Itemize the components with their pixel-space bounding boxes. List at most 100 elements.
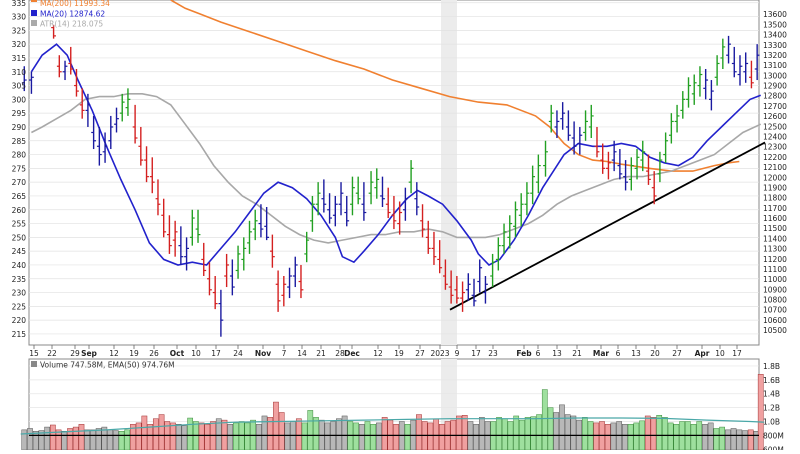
- volume-bar: [278, 412, 285, 451]
- ohlc-bar: [600, 143, 606, 174]
- ohlc-bar: [651, 171, 657, 205]
- ohlc-bar: [471, 278, 477, 307]
- date-tick-label: Mar: [593, 349, 610, 358]
- date-tick-label: 17: [471, 349, 481, 358]
- ohlc-bar: [606, 151, 611, 180]
- date-tick-label: 13: [552, 349, 562, 358]
- ohlc-bar: [201, 242, 207, 276]
- ohlc-bar: [321, 179, 327, 213]
- volume-bar: [627, 424, 634, 451]
- left-tick-label: 335: [12, 0, 27, 8]
- left-tick-label: 270: [12, 178, 27, 187]
- ohlc-bar: [495, 237, 501, 271]
- volume-bar: [656, 415, 663, 451]
- ohlc-bar: [749, 60, 754, 89]
- ohlc-bar: [119, 93, 125, 122]
- date-tick-label: 28: [335, 349, 345, 358]
- volume-bar: [21, 429, 28, 451]
- ohlc-bar: [85, 93, 91, 127]
- trend-line-layer: [449, 141, 766, 311]
- volume-legend-swatch: [31, 361, 37, 367]
- volume-bar: [667, 422, 674, 451]
- ohlc-bar: [144, 146, 149, 183]
- volume-bar: [724, 429, 731, 451]
- ohlc-bar: [408, 160, 414, 194]
- ohlc-bar: [102, 132, 108, 163]
- right-tick-label: 11200: [763, 255, 787, 264]
- ohlc-bar: [207, 262, 212, 296]
- volume-bar: [736, 429, 743, 451]
- left-tick-label: 245: [12, 247, 27, 256]
- right-tick-label: 12000: [763, 173, 787, 182]
- left-tick-label: 295: [12, 109, 27, 118]
- volume-bar: [273, 401, 279, 451]
- volume-bar: [112, 430, 119, 451]
- atr-legend-label: ATR(14) 218.075: [40, 20, 103, 29]
- ohlc-bar: [731, 46, 737, 78]
- ohlc-bar: [258, 204, 264, 238]
- left-axis-labels: 215 220 225 230 235 240 245 250 255 260 265 270 275 2…: [12, 0, 27, 339]
- right-tick-label: 11700: [763, 204, 787, 213]
- ohlc-bar: [368, 171, 374, 205]
- volume-ema-line: [20, 417, 765, 435]
- volume-bar: [513, 415, 520, 451]
- volume-bar: [50, 424, 56, 451]
- volume-bar: [536, 414, 542, 451]
- ohlc-bar: [344, 195, 350, 227]
- date-tick-label: 26: [149, 349, 159, 358]
- volume-bar: [376, 422, 382, 451]
- volume-tick-label: 1.8B: [763, 362, 780, 371]
- ohlc-bar: [518, 193, 524, 227]
- volume-bar: [593, 422, 600, 451]
- volume-bar: [175, 424, 182, 451]
- volume-bar: [353, 422, 359, 451]
- left-tick-label: 230: [12, 289, 27, 298]
- right-tick-label: 12100: [763, 163, 787, 172]
- ohlc-bar: [315, 182, 321, 216]
- volume-bar: [381, 417, 388, 451]
- volume-bar: [604, 424, 611, 451]
- ohlc-bar: [298, 264, 304, 299]
- left-tick-label: 290: [12, 123, 27, 132]
- date-tick-label: 15: [29, 349, 39, 358]
- date-tick-label: 10: [191, 349, 201, 358]
- volume-bar: [84, 429, 91, 451]
- left-tick-label: 225: [12, 302, 27, 311]
- volume-bar: [730, 428, 737, 451]
- ohlc-bar: [292, 256, 298, 288]
- ohlc-bar: [184, 237, 189, 271]
- ohlc-bar: [304, 231, 310, 263]
- date-tick-label: 21: [572, 349, 582, 358]
- ma20-legend-label: MA(20) 12874.62: [40, 10, 105, 19]
- ohlc-bar: [454, 276, 460, 304]
- ohlc-bar: [189, 209, 195, 246]
- ohlc-bar: [125, 88, 131, 116]
- ohlc-bar: [212, 276, 218, 310]
- ohlc-bar: [178, 226, 184, 265]
- volume-bar: [524, 417, 531, 451]
- volume-bar: [233, 422, 239, 451]
- left-tick-label: 330: [12, 13, 27, 22]
- ohlc-bar: [565, 110, 571, 141]
- right-tick-label: 12200: [763, 153, 787, 162]
- ohlc-bar: [385, 187, 391, 219]
- right-tick-label: 11000: [763, 275, 787, 284]
- volume-bar: [55, 429, 62, 451]
- ohlc-bar: [327, 193, 332, 224]
- ohlc-bar: [465, 273, 471, 301]
- ohlc-bar: [560, 102, 566, 130]
- ohlc-bar: [548, 104, 554, 133]
- volume-bar: [124, 429, 131, 451]
- ohlc-bar: [431, 231, 437, 265]
- date-tick-label: 19: [394, 349, 404, 358]
- left-tick-label: 255: [12, 220, 27, 229]
- volume-bar: [118, 430, 125, 451]
- volume-bar: [404, 424, 411, 451]
- date-tick-label: Dec: [344, 349, 360, 358]
- right-tick-label: 13200: [763, 51, 787, 60]
- volume-bar: [461, 415, 468, 451]
- volume-bar: [284, 422, 291, 451]
- left-tick-label: 220: [12, 316, 27, 325]
- volume-bar: [438, 424, 445, 451]
